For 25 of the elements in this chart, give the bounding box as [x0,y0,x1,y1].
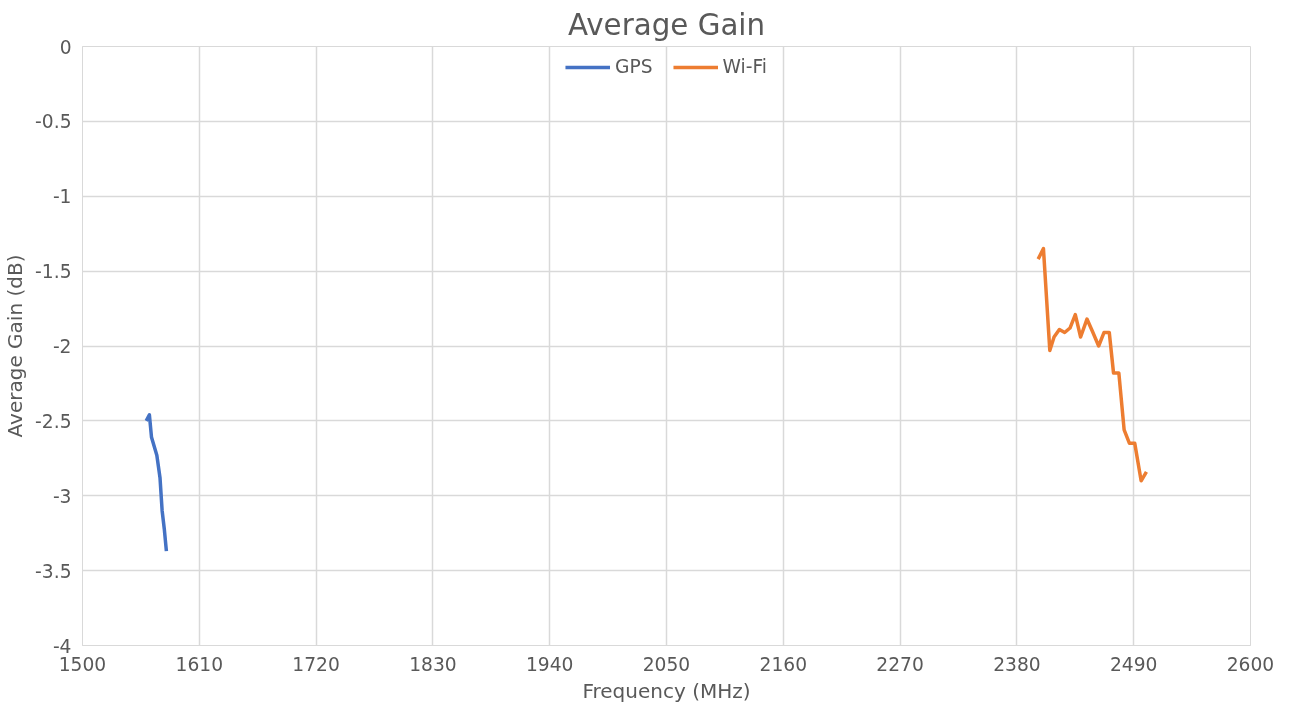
x-tick-label: 2600 [1226,653,1275,675]
line-series [1036,246,1149,483]
legend-label: Wi-Fi [722,56,768,77]
y-tick-label: -1.5 [35,261,72,283]
x-tick-label: 2050 [642,653,691,675]
x-tick-label: 1940 [525,653,574,675]
x-tick-label: 2380 [993,653,1041,675]
x-tick-label: 1610 [175,653,224,675]
x-tick-label: 1720 [292,653,340,675]
line-series [144,413,169,553]
y-tick-label: 0 [59,36,72,58]
y-tick-label: -1 [52,186,72,208]
x-axis-title: Frequency (MHz) [582,678,751,703]
x-tick-label: 2270 [876,653,924,675]
legend-label: GPS [614,56,653,77]
y-tick-label: -2 [52,336,72,357]
x-tick-label: 1830 [409,653,457,675]
y-tick-label: -3 [52,485,72,507]
y-tick-label: -0.5 [35,111,72,133]
x-tick-label: 2490 [1109,653,1158,675]
x-tick-label: 2160 [759,653,808,675]
chart-title: Average Gain [567,7,766,42]
y-tick-label: -3.5 [35,560,72,582]
y-axis-title: Average Gain (dB) [3,254,28,438]
y-tick-label: -2.5 [35,410,72,432]
